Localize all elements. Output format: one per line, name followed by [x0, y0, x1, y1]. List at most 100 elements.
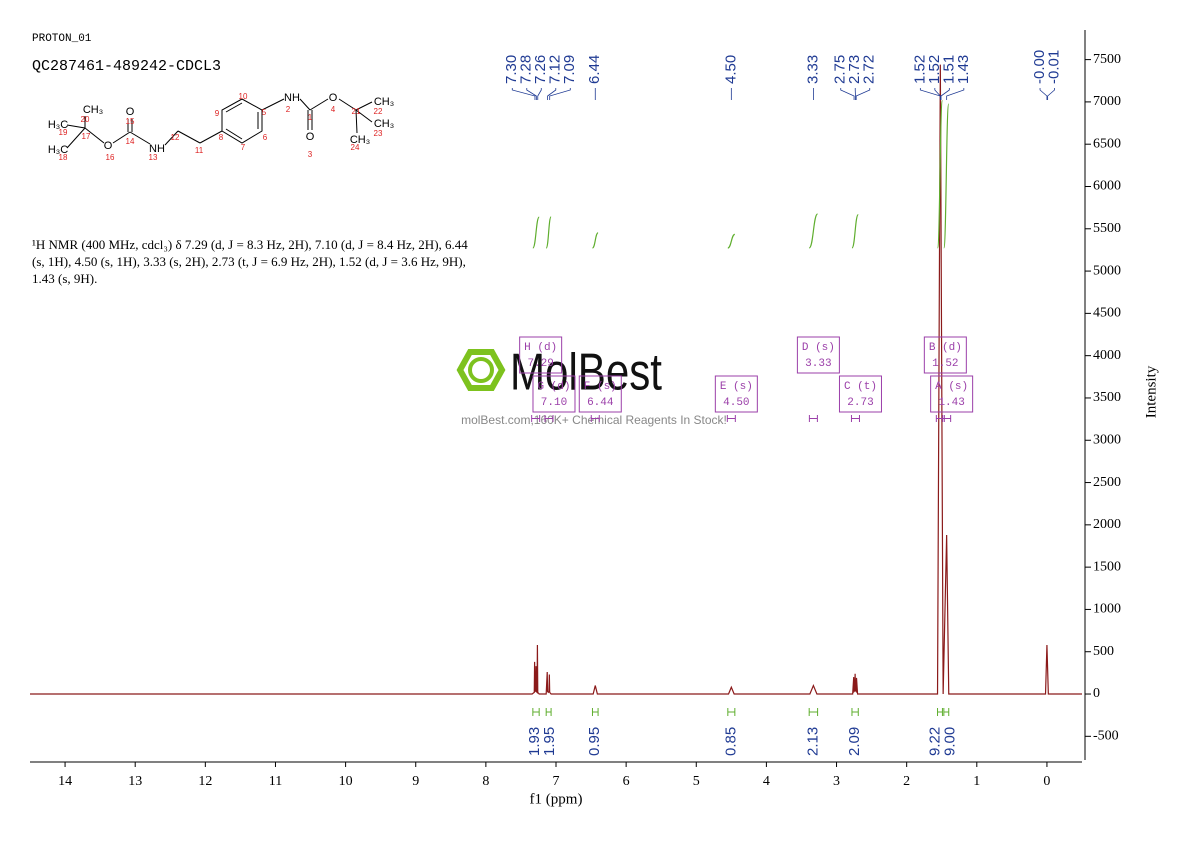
atom-label: H₃C: [48, 119, 68, 131]
integral-label: 1.93: [526, 727, 543, 756]
peak-label: 7.30: [503, 55, 520, 84]
atom-number: 23: [374, 129, 383, 138]
experiment-name: PROTON_01: [32, 33, 92, 45]
peak-connector: [934, 88, 941, 100]
peak-label: 7.28: [518, 55, 535, 84]
x-tick-label: 12: [198, 774, 212, 789]
multiplet-box: [532, 375, 576, 413]
peak-connector: [919, 88, 941, 100]
integral-label: 0.95: [586, 727, 603, 756]
y-tick-label: 7500: [1093, 52, 1121, 67]
y-tick-label: -500: [1093, 729, 1119, 744]
integral-label: 1.95: [541, 727, 558, 756]
peak-label: 2.73: [846, 55, 863, 84]
integral-curve: [545, 216, 552, 249]
atom-number: 20: [81, 115, 90, 124]
multiplet-shift: 1.52: [932, 358, 958, 370]
atom-label: CH₃: [374, 118, 394, 130]
x-tick-label: 13: [128, 774, 142, 789]
atom-label: O: [306, 131, 315, 143]
x-axis-label: f1 (ppm): [530, 791, 583, 807]
multiplet-range: [808, 415, 818, 422]
atom-number: 16: [106, 153, 115, 162]
x-tick-label: 2: [903, 774, 910, 789]
y-tick-label: 2000: [1093, 517, 1121, 532]
multiplet-box: [714, 375, 758, 413]
y-tick-label: 5500: [1093, 221, 1121, 236]
peak-label: 1.51: [940, 55, 957, 84]
multiplet-shift: 7.10: [541, 397, 567, 409]
atom-number: 10: [239, 92, 248, 101]
multiplet-box: [838, 375, 882, 413]
multiplet-label: G (d): [537, 381, 570, 393]
integral-bracket: [591, 708, 599, 716]
peak-connector: [946, 88, 965, 100]
multiplet-label: D (s): [802, 342, 835, 354]
multiplet-range: [850, 415, 860, 422]
x-tick-label: 11: [269, 774, 282, 789]
multiplet-shift: 4.50: [723, 397, 749, 409]
atom-label: CH₃: [83, 104, 103, 116]
peak-label: 2.75: [832, 55, 849, 84]
atom-number: 9: [215, 109, 220, 118]
integral-curve: [532, 216, 540, 249]
x-tick-label: 1: [973, 774, 980, 789]
integral-label: 0.85: [722, 727, 739, 756]
atom-number: 17: [82, 132, 91, 141]
x-tick-label: 3: [833, 774, 840, 789]
x-tick-label: 5: [693, 774, 700, 789]
y-tick-label: 6000: [1093, 179, 1121, 194]
peak-connector: [1047, 88, 1055, 100]
x-tick-label: 0: [1043, 774, 1050, 789]
peak-connector: [940, 88, 950, 100]
y-tick-label: 5000: [1093, 263, 1121, 278]
structure-bonds: [66, 98, 373, 149]
multiplet-label: C (t): [844, 381, 877, 393]
atom-number: 4: [331, 105, 336, 114]
atom-number: 11: [195, 146, 204, 155]
atom-label: O: [329, 92, 338, 104]
integral-bracket: [727, 708, 736, 716]
y-axis-label: Intensity: [1143, 365, 1159, 418]
x-tick-label: 4: [763, 774, 770, 789]
integral-bracket: [532, 708, 540, 716]
peak-connector: [511, 88, 536, 100]
y-tick-label: 4000: [1093, 348, 1121, 363]
integral-curve: [851, 213, 859, 249]
y-tick-label: 2500: [1093, 475, 1121, 490]
atom-number: 5: [262, 108, 267, 117]
integral-bracket: [851, 708, 859, 716]
integral-bracket: [937, 708, 943, 716]
nmr-description: ¹H NMR (400 MHz, cdcl₃) δ 7.29 (d, J = 8…: [32, 237, 468, 286]
peak-label: 7.09: [561, 55, 578, 84]
multiplet-range: [531, 415, 541, 422]
atom-number: 3: [308, 150, 313, 159]
y-tick-label: 7000: [1093, 94, 1121, 109]
spectrum-line: [30, 64, 1082, 695]
peak-label: 6.44: [586, 55, 603, 84]
multiplet-label: E (s): [720, 381, 753, 393]
y-tick-label: 6500: [1093, 136, 1121, 151]
multiplet-range: [544, 415, 554, 422]
peak-label: 1.43: [955, 55, 972, 84]
integral-bracket: [808, 708, 819, 716]
multiplet-shift: 1.43: [938, 397, 964, 409]
peak-connector: [537, 88, 542, 100]
peak-label: 4.50: [722, 55, 739, 84]
y-tick-label: 1500: [1093, 559, 1121, 574]
atom-label: NH: [284, 92, 300, 104]
x-tick-label: 8: [482, 774, 489, 789]
multiplet-box: [519, 336, 563, 374]
x-tick-label: 7: [553, 774, 560, 789]
atom-number: 1: [308, 113, 313, 122]
atom-label: O: [104, 140, 113, 152]
atom-number: 14: [126, 137, 135, 146]
integral-curve: [592, 232, 599, 249]
atom-number: 8: [219, 133, 224, 142]
atom-number: 24: [351, 143, 360, 152]
multiplet-box: [578, 375, 622, 413]
integral-curve: [936, 99, 944, 249]
integral-curve: [727, 233, 736, 249]
multiplet-shift: 2.73: [847, 397, 873, 409]
integral-curve: [808, 213, 819, 249]
